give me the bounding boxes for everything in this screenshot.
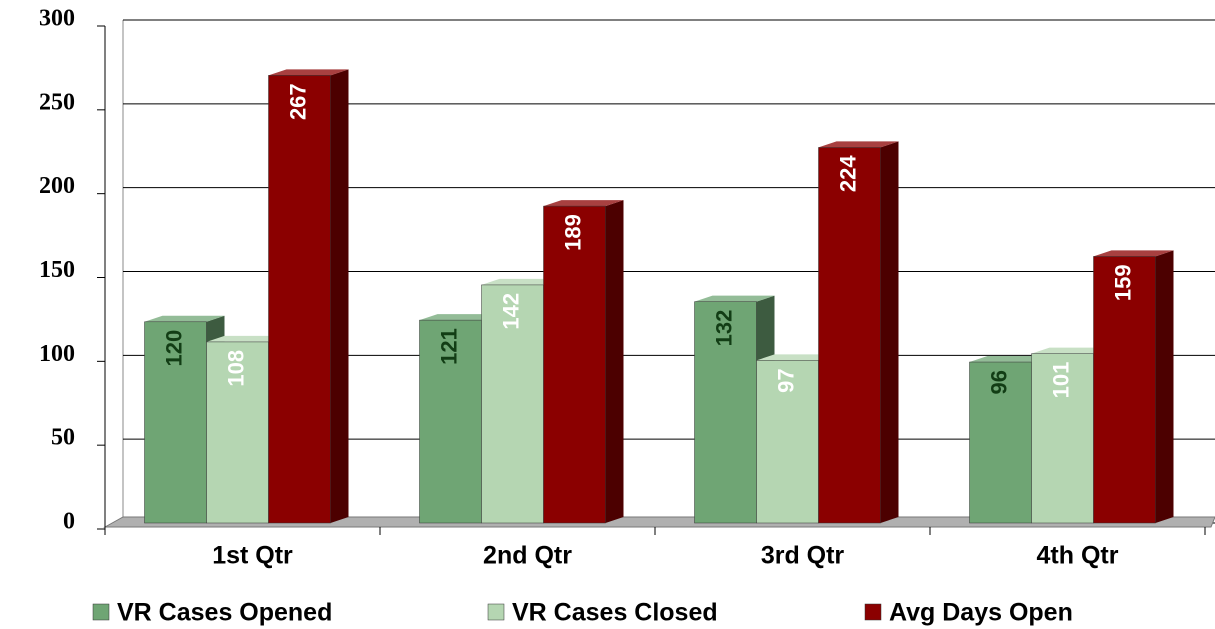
bar	[818, 147, 881, 524]
data-label: 101	[1048, 362, 1073, 399]
bar-top	[268, 69, 349, 76]
x-tick-label: 2nd Qtr	[483, 542, 572, 570]
data-label: 189	[560, 214, 585, 251]
data-label: 97	[773, 368, 798, 392]
bar	[1093, 256, 1156, 524]
bar	[694, 301, 757, 524]
bar	[1031, 353, 1094, 524]
y-tick-label: 300	[39, 6, 75, 32]
bar-top	[1093, 250, 1174, 257]
bar-top	[206, 335, 287, 342]
bar-top	[543, 200, 624, 207]
y-tick-label: 50	[51, 425, 75, 451]
data-label: 120	[161, 330, 186, 367]
bar	[268, 75, 331, 524]
legend-label: VR Cases Opened	[117, 599, 332, 627]
legend-label: VR Cases Closed	[512, 599, 718, 627]
bar-top	[419, 314, 500, 321]
data-label: 96	[986, 370, 1011, 394]
bar	[144, 321, 207, 524]
bar	[206, 341, 269, 524]
legend-swatch	[92, 603, 110, 621]
floor	[103, 516, 1215, 528]
bar	[481, 284, 544, 524]
data-label: 142	[498, 293, 523, 330]
x-tick-label: 4th Qtr	[1037, 542, 1119, 570]
y-tick-label: 0	[63, 509, 75, 535]
legend-swatch	[864, 603, 882, 621]
bar	[756, 360, 819, 524]
y-tick-label: 100	[39, 341, 75, 367]
bar-top	[694, 295, 775, 302]
x-tick-label: 1st Qtr	[212, 542, 293, 570]
bar	[969, 361, 1032, 524]
data-label: 159	[1110, 264, 1135, 301]
bar-top	[969, 356, 1050, 363]
bar-side	[1155, 250, 1174, 523]
legend-label: Avg Days Open	[889, 599, 1073, 627]
legend-swatch	[487, 603, 505, 621]
bar-top	[1031, 347, 1112, 354]
bar-top	[144, 315, 225, 322]
data-label: 224	[835, 155, 860, 192]
y-tick-label: 200	[39, 173, 75, 199]
bar	[419, 319, 482, 524]
x-tick-label: 3rd Qtr	[761, 542, 845, 570]
y-tick-label: 250	[39, 89, 75, 115]
bar-side	[880, 141, 899, 523]
data-label: 121	[436, 328, 461, 365]
bar-side	[605, 200, 624, 524]
bar-side	[330, 69, 349, 523]
data-label: 132	[711, 310, 736, 347]
bar	[543, 205, 606, 524]
bar-top	[756, 354, 837, 361]
bar-top	[481, 278, 562, 285]
bar-top	[818, 141, 899, 148]
y-tick-label: 150	[39, 257, 75, 283]
data-label: 108	[223, 350, 248, 387]
data-label: 267	[285, 83, 310, 120]
